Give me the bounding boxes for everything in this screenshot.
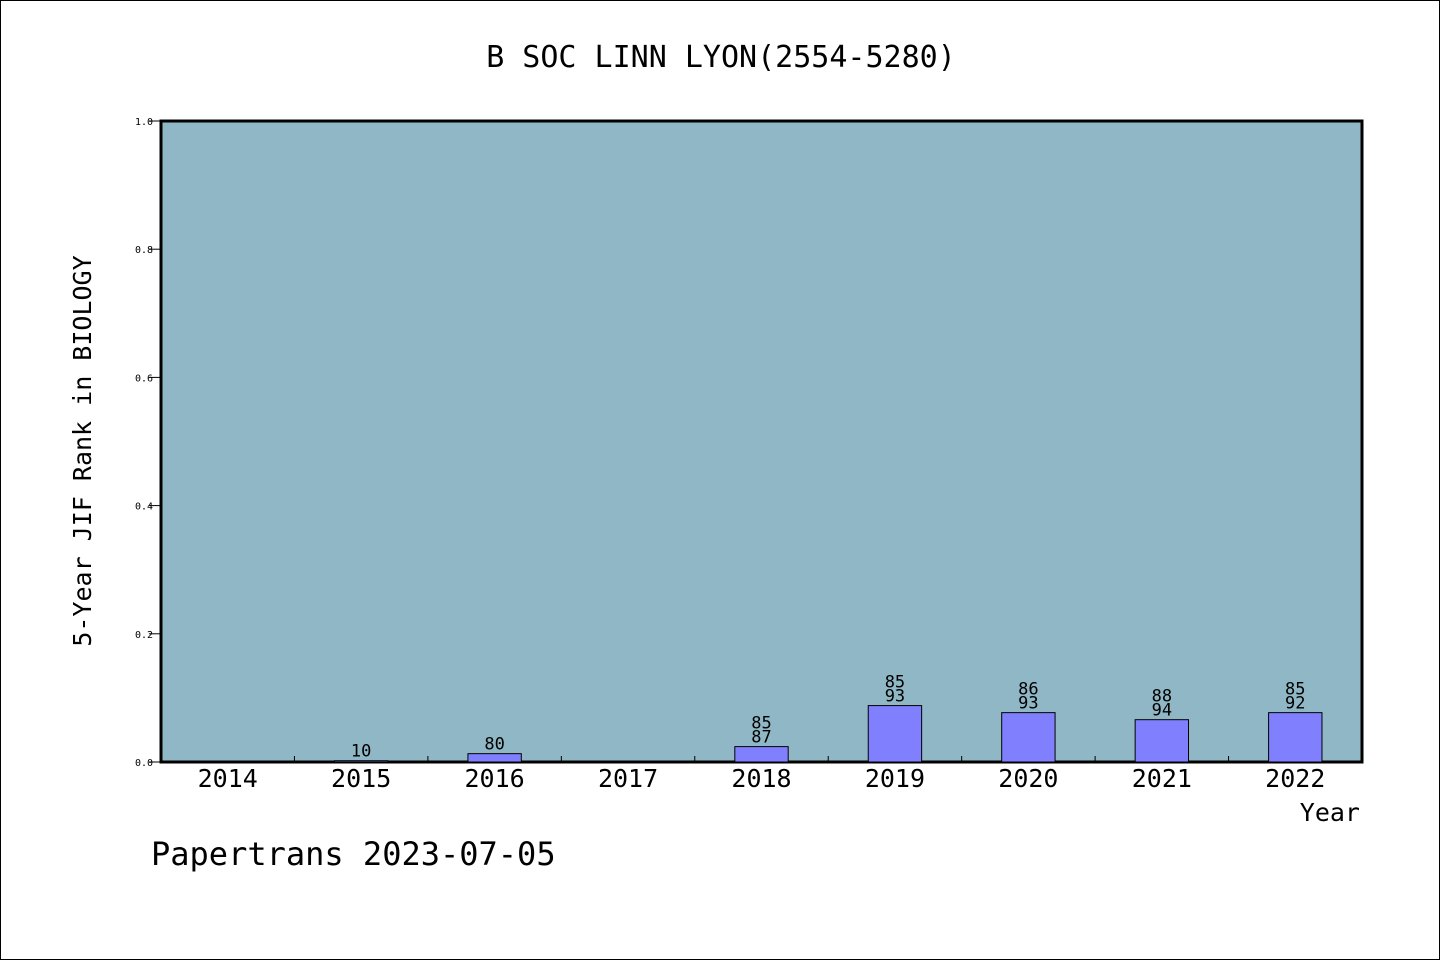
x-axis-label: Year [1300, 798, 1360, 827]
bar-label-top: 86 [1018, 680, 1038, 700]
y-tick-label: 0.6 [135, 373, 153, 384]
bar-label-bottom: 93 [885, 687, 905, 707]
y-tick-label: 0.8 [135, 245, 153, 256]
y-tick-label: 0.2 [135, 630, 153, 641]
x-axis: 2014 2015 2016 2017 2018 2019 2020 2021 2022 [198, 756, 1325, 793]
bar [333, 760, 389, 763]
x-tick-label: 2019 [865, 764, 925, 793]
bar-label-top: 88 [1152, 687, 1172, 707]
x-tick-label: 2016 [465, 764, 525, 793]
y-tick-label: 0.0 [135, 758, 153, 769]
bar-label-bottom: 87 [751, 728, 771, 748]
bar-label-bottom: 80 [484, 735, 504, 755]
x-tick-label: 2022 [1265, 764, 1325, 793]
bar-label-top: 85 [1285, 680, 1305, 700]
y-tick-label: 0.4 [135, 502, 153, 513]
bars [333, 705, 1323, 763]
x-tick-label: 2021 [1132, 764, 1192, 793]
bar-label-top: 85 [885, 673, 905, 693]
bar [467, 753, 522, 763]
y-axis-label: 5-Year JIF Rank in BIOLOGY [68, 255, 97, 646]
x-tick-label: 2017 [598, 764, 658, 793]
bar-label-bottom: 94 [1152, 701, 1172, 721]
watermark: Papertrans 2023-07-05 [151, 835, 556, 873]
bar-label-top: 85 [751, 714, 771, 734]
x-tick-label: 2014 [198, 764, 258, 793]
bar [1268, 712, 1323, 763]
bar [867, 705, 923, 763]
x-tick-label: 2015 [331, 764, 391, 793]
bar-label-bottom: 93 [1018, 694, 1038, 714]
bar [734, 746, 789, 763]
bar-label-bottom: 10 [351, 742, 371, 762]
bar [1134, 719, 1190, 763]
y-axis: 0.0 0.2 0.4 0.6 0.8 1.0 [135, 117, 161, 769]
bar [1001, 712, 1056, 763]
x-tick-label: 2020 [998, 764, 1058, 793]
y-tick-label: 1.0 [135, 117, 153, 128]
bar-label-bottom: 92 [1285, 694, 1305, 714]
x-tick-label: 2018 [731, 764, 791, 793]
chart-title: B SOC LINN LYON(2554-5280) [486, 40, 956, 75]
plot-area [159, 119, 1364, 764]
